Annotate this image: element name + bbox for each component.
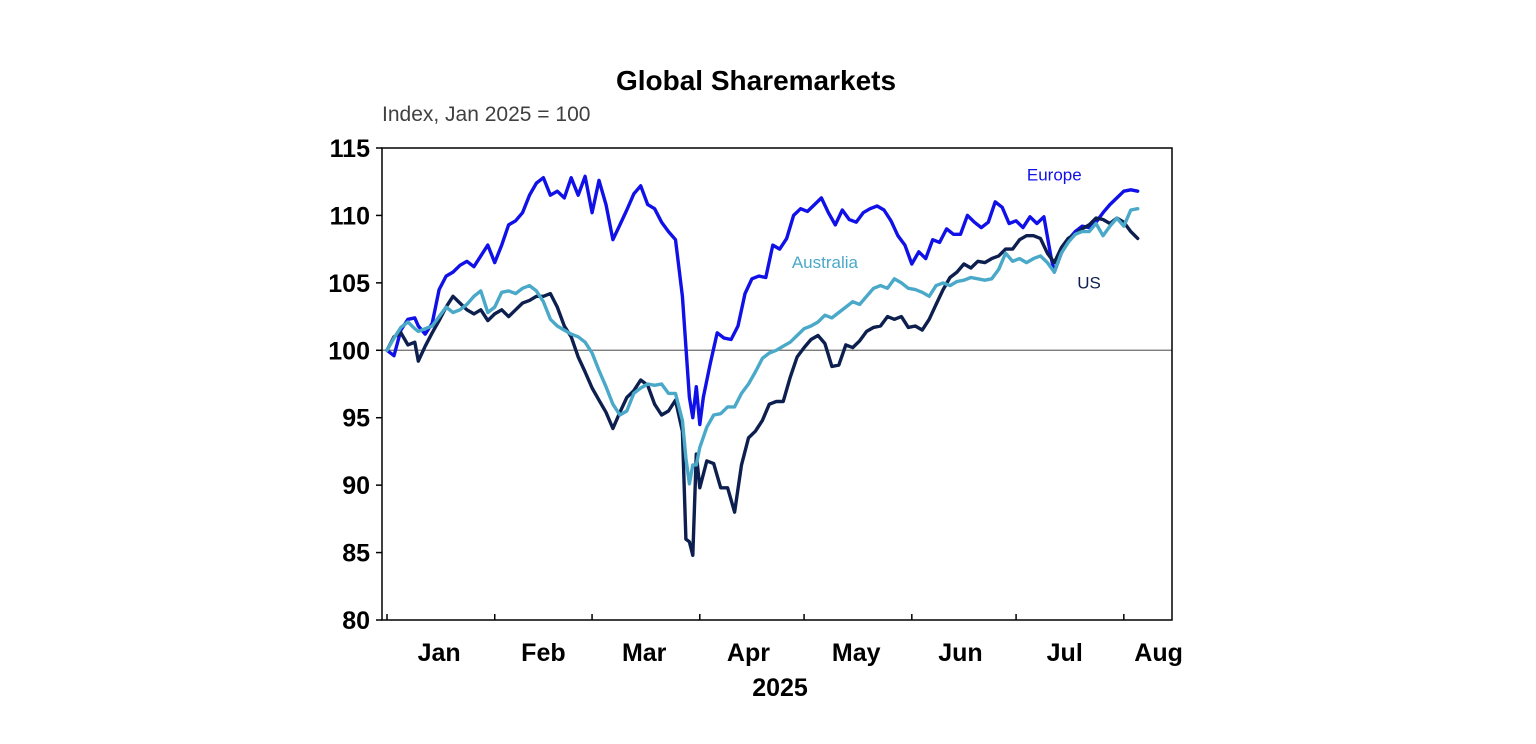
x-tick-label: Jan bbox=[418, 639, 461, 667]
y-tick-label: 105 bbox=[328, 270, 370, 298]
x-tick-label: Aug bbox=[1134, 639, 1183, 667]
series-labels: Europe US Australia bbox=[792, 165, 1101, 292]
y-tick-label: 95 bbox=[342, 405, 370, 433]
y-axis: 80 85 90 95 100 105 110 115 bbox=[328, 135, 382, 635]
x-tick-label: Jul bbox=[1047, 639, 1083, 667]
x-tick-label: Apr bbox=[727, 639, 770, 667]
series-line-australia bbox=[385, 207, 1140, 486]
x-tick-label: Feb bbox=[521, 639, 565, 667]
y-tick-label: 110 bbox=[330, 202, 370, 230]
y-tick-label: 80 bbox=[342, 607, 370, 635]
series-label-australia: Australia bbox=[792, 253, 859, 272]
chart-subtitle: Index, Jan 2025 = 100 bbox=[382, 103, 590, 126]
x-axis: Jan Feb Mar Apr May Jun Jul Aug bbox=[386, 614, 1183, 667]
y-tick-label: 100 bbox=[328, 337, 370, 365]
y-tick-label: 115 bbox=[330, 135, 370, 163]
series-layer bbox=[385, 174, 1140, 557]
series-line-us bbox=[385, 216, 1140, 557]
series-line-europe bbox=[385, 174, 1140, 427]
series-label-europe: Europe bbox=[1027, 165, 1082, 184]
series-label-us: US bbox=[1077, 273, 1101, 292]
x-tick-label: May bbox=[832, 639, 881, 667]
x-tick-label: Mar bbox=[622, 639, 667, 667]
chart-title: Global Sharemarkets bbox=[616, 65, 896, 96]
plot-area-frame bbox=[381, 147, 1173, 621]
x-tick-label: Jun bbox=[938, 639, 982, 667]
y-tick-label: 85 bbox=[342, 540, 370, 568]
x-axis-label: 2025 bbox=[752, 674, 808, 702]
y-tick-label: 90 bbox=[342, 472, 370, 500]
